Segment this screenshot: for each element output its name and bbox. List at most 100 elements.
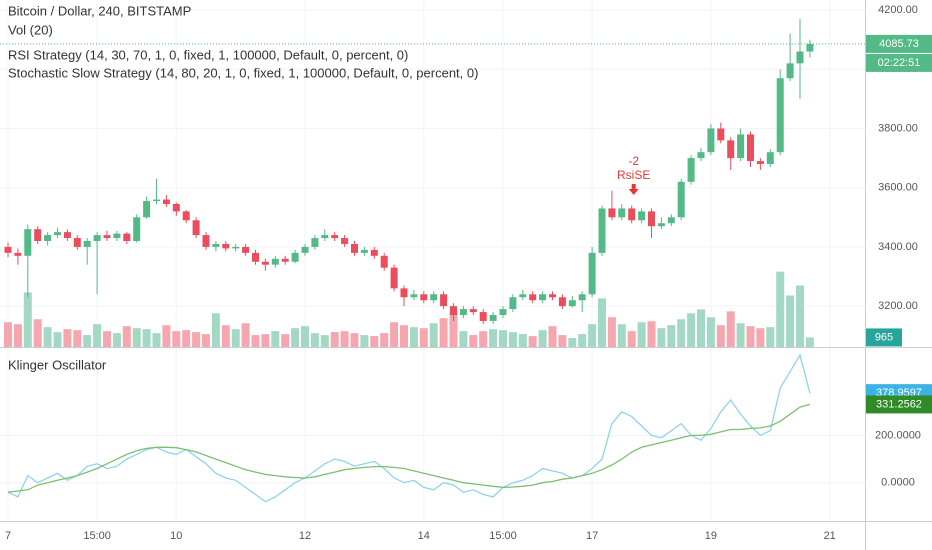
volume-bar [132, 328, 141, 347]
last-price-box [866, 34, 932, 53]
volume-bar [796, 285, 804, 347]
volume-bar [479, 331, 488, 347]
candle-body [796, 51, 804, 64]
volume-bar [251, 335, 260, 347]
volume-bar [736, 323, 745, 347]
candle-body [727, 140, 735, 159]
candle-body [420, 294, 428, 301]
countdown-label: 02:22:51 [878, 57, 921, 69]
candle-body [588, 252, 596, 295]
volume-bar [578, 334, 587, 347]
candle-body [390, 267, 398, 289]
candle-body [321, 235, 329, 239]
chart-title: Bitcoin / Dollar, 240, BITSTAMP [8, 3, 191, 18]
volume-bar [182, 330, 191, 347]
volume-bar [726, 311, 735, 347]
candle-body [737, 134, 745, 159]
value-box [866, 395, 932, 414]
volume-bar [162, 325, 171, 347]
volume-bar [33, 319, 42, 347]
candle-body [598, 208, 606, 253]
y-tick-label: 3400.00 [878, 241, 918, 253]
candle-body [222, 243, 230, 249]
volume-bar [320, 335, 329, 347]
candle-body [14, 252, 22, 256]
candle-body [143, 201, 151, 218]
candle-body [153, 199, 160, 202]
candle-body [63, 232, 71, 239]
volume-bar [192, 332, 201, 347]
candle-body [687, 158, 695, 182]
volume-bar [489, 329, 498, 347]
volume-bar [122, 326, 131, 347]
x-tick-label: 15:00 [83, 530, 111, 542]
marks-layer [4, 18, 814, 503]
y-tick-label: 3200.00 [878, 300, 918, 312]
candle-body [479, 312, 487, 321]
volume-bar [380, 333, 389, 347]
volume-bar [202, 334, 210, 347]
candle-body [539, 294, 547, 301]
volume-value-box [866, 328, 902, 347]
legend-line: RSI Strategy (14, 30, 70, 1, 0, fixed, 1… [8, 47, 408, 62]
volume-bar [330, 332, 339, 347]
volume-bar [400, 325, 408, 347]
y-tick-label: 4200.00 [878, 4, 918, 16]
last-price-label: 4085.73 [879, 38, 919, 50]
candle-body [697, 152, 705, 159]
volume-bar [152, 333, 161, 347]
volume-bar [340, 331, 349, 347]
candle-body [133, 217, 141, 242]
oscillator-line [7, 403, 811, 493]
volume-bar [657, 328, 666, 347]
candle-body [73, 238, 81, 247]
candle-body [628, 208, 636, 221]
volume-bar [4, 322, 12, 347]
candle-body [638, 211, 646, 221]
labels-layer: 7 15:00 10 12 14 15:00 17 19 21 3200.00 3400.00 360… [0, 4, 932, 542]
volume-bar [103, 331, 111, 347]
volume-bar [390, 322, 399, 347]
volume-bar [142, 329, 151, 347]
volume-bar [776, 271, 785, 347]
volume-bar [637, 322, 646, 347]
volume-value-label: 965 [875, 331, 893, 343]
candle-body [212, 243, 220, 247]
volume-bar [538, 330, 547, 347]
volume-bar [697, 309, 705, 347]
volume-bar [766, 327, 775, 347]
legend-line: Stochastic Slow Strategy (14, 80, 20, 1,… [8, 65, 478, 80]
candle-body [519, 294, 527, 298]
candle-body [113, 233, 121, 239]
candle-body [618, 208, 626, 218]
volume-bar [350, 333, 359, 347]
y-tick-label: 3600.00 [878, 182, 918, 194]
candle-body [806, 43, 814, 52]
candle-body [568, 300, 576, 307]
candle-body [331, 235, 339, 239]
volume-bar [221, 325, 230, 347]
x-tick-label: 14 [418, 530, 430, 542]
volume-bar [409, 327, 418, 347]
candle-body [509, 297, 517, 310]
volume-bar [687, 313, 696, 347]
candle-body [24, 229, 32, 256]
candle-body [459, 309, 467, 316]
candle-body [469, 309, 477, 313]
volume-bar [449, 312, 458, 347]
volume-bar [508, 332, 517, 347]
candle-body [281, 258, 289, 262]
volume-bar [291, 328, 300, 347]
candle-body [667, 217, 675, 224]
candle-body [311, 238, 319, 247]
candle-body [232, 246, 240, 249]
volume-bar [746, 326, 755, 347]
y-tick-label: 0.0000 [881, 477, 915, 489]
candle-body [351, 243, 358, 253]
candle-body [271, 258, 279, 265]
x-tick-label: 21 [824, 530, 836, 542]
volume-bar [23, 292, 32, 347]
volume-bar [231, 329, 240, 347]
signal-arrow [628, 184, 639, 195]
